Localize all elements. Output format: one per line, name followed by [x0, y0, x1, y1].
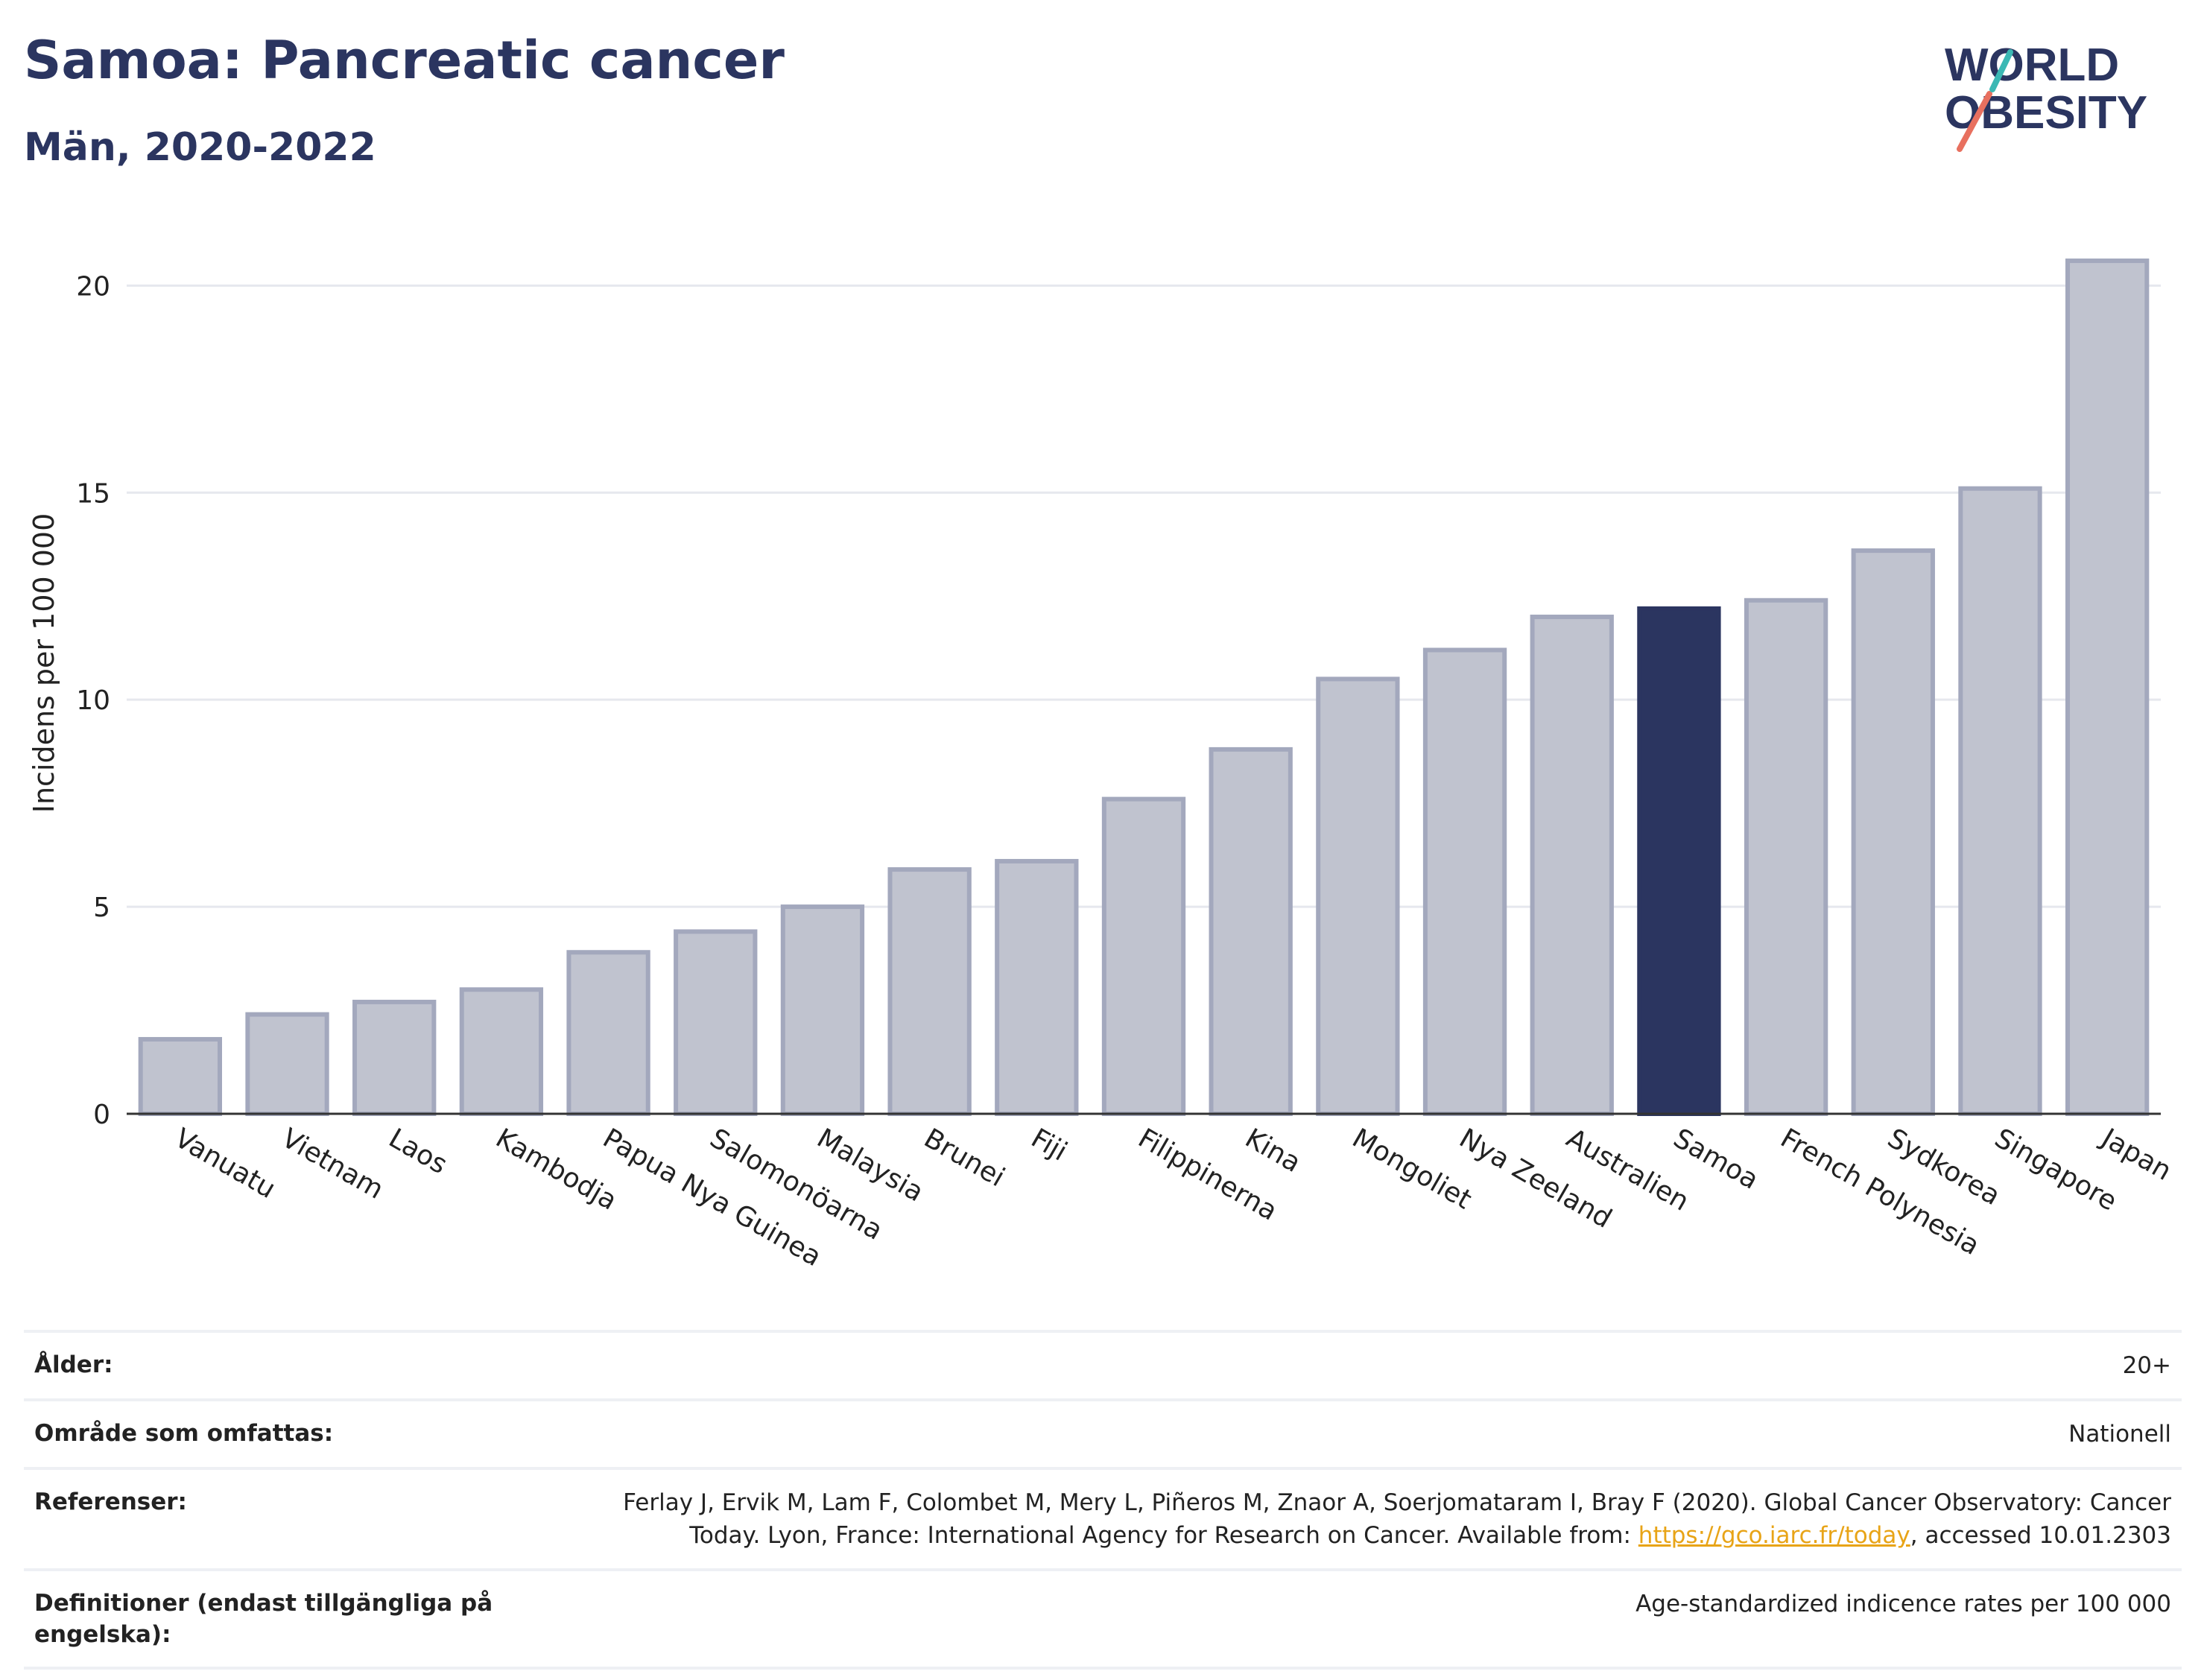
y-axis-label: Incidens per 100 000	[28, 513, 60, 814]
bar-japan[interactable]	[2065, 259, 2150, 1116]
x-tick-label: Japan	[2095, 1122, 2176, 1187]
bar-singapore[interactable]	[1958, 486, 2042, 1116]
x-tick-label: Vietnam	[276, 1123, 388, 1205]
page-title: Samoa: Pancreatic cancer	[24, 30, 785, 91]
meta-value-area: Nationell	[2068, 1421, 2171, 1448]
page-subtitle: Män, 2020-2022	[24, 125, 376, 170]
meta-row-age: Ålder: 20+	[24, 1330, 2182, 1398]
meta-value-definitions: Age-standardized indicence rates per 100…	[1635, 1591, 2171, 1617]
meta-label-references: Referenser:	[34, 1489, 187, 1515]
bar-vietnam[interactable]	[245, 1012, 329, 1116]
bar-kina[interactable]	[1209, 747, 1293, 1116]
bar-malaysia[interactable]	[780, 904, 865, 1116]
bar-brunei[interactable]	[887, 867, 972, 1117]
bar-nya-zeeland[interactable]	[1422, 647, 1507, 1116]
x-tick-label: French Polynesia	[1776, 1123, 1985, 1261]
x-tick-label: Mongoliet	[1347, 1123, 1477, 1215]
y-tick-label: 5	[93, 893, 110, 923]
meta-value-references: Ferlay J, Ervik M, Lam F, Colombet M, Me…	[577, 1486, 2171, 1552]
x-tick-label: Kambodja	[490, 1123, 621, 1216]
bar-kambodja[interactable]	[459, 987, 544, 1117]
bar-papua-nya-guinea[interactable]	[566, 950, 650, 1116]
reference-accessed: , accessed 10.01.2303	[1910, 1522, 2171, 1549]
bar-vanuatu[interactable]	[138, 1036, 223, 1116]
meta-row-references: Referenser: Ferlay J, Ervik M, Lam F, Co…	[24, 1467, 2182, 1568]
meta-label-area: Område som omfattas:	[34, 1420, 334, 1447]
meta-row-area: Område som omfattas: Nationell	[24, 1398, 2182, 1467]
reference-text: Ferlay J, Ervik M, Lam F, Colombet M, Me…	[623, 1489, 2171, 1549]
bar-salomon-arna[interactable]	[674, 929, 758, 1117]
meta-value-age: 20+	[2122, 1352, 2171, 1379]
y-tick-label: 0	[93, 1100, 110, 1130]
x-tick-label: Fiji	[1026, 1123, 1072, 1167]
x-tick-label: Laos	[384, 1123, 452, 1180]
y-tick-label: 15	[76, 478, 110, 509]
x-tick-label: Kina	[1240, 1123, 1305, 1179]
meta-label-definitions: Definitioner (endast tillgängliga på eng…	[34, 1590, 493, 1648]
meta-label-age: Ålder:	[34, 1351, 113, 1378]
bar-sydkorea[interactable]	[1851, 548, 1935, 1116]
y-tick-label: 20	[76, 271, 110, 302]
reference-link[interactable]: https://gco.iarc.fr/today	[1638, 1522, 1910, 1549]
bar-laos[interactable]	[352, 999, 437, 1116]
bar-samoa[interactable]	[1637, 606, 1721, 1116]
bar-fiji[interactable]	[995, 858, 1079, 1116]
svg-text:WORLD: WORLD	[1945, 39, 2119, 91]
bar-french-polynesia[interactable]	[1744, 597, 1828, 1116]
bar-filippinerna[interactable]	[1101, 796, 1186, 1117]
x-tick-label: Brunei	[919, 1123, 1010, 1193]
meta-row-definitions: Definitioner (endast tillgängliga på eng…	[24, 1568, 2182, 1670]
metadata-table: Ålder: 20+ Område som omfattas: Nationel…	[24, 1330, 2182, 1670]
world-obesity-logo: WORLD OBESITY	[1945, 39, 2147, 152]
bar-australien[interactable]	[1530, 615, 1614, 1116]
bar-mongoliet[interactable]	[1316, 676, 1400, 1116]
x-tick-label: Vanuatu	[169, 1123, 280, 1205]
y-tick-label: 10	[76, 685, 110, 716]
x-tick-label: Singapore	[1989, 1123, 2122, 1217]
